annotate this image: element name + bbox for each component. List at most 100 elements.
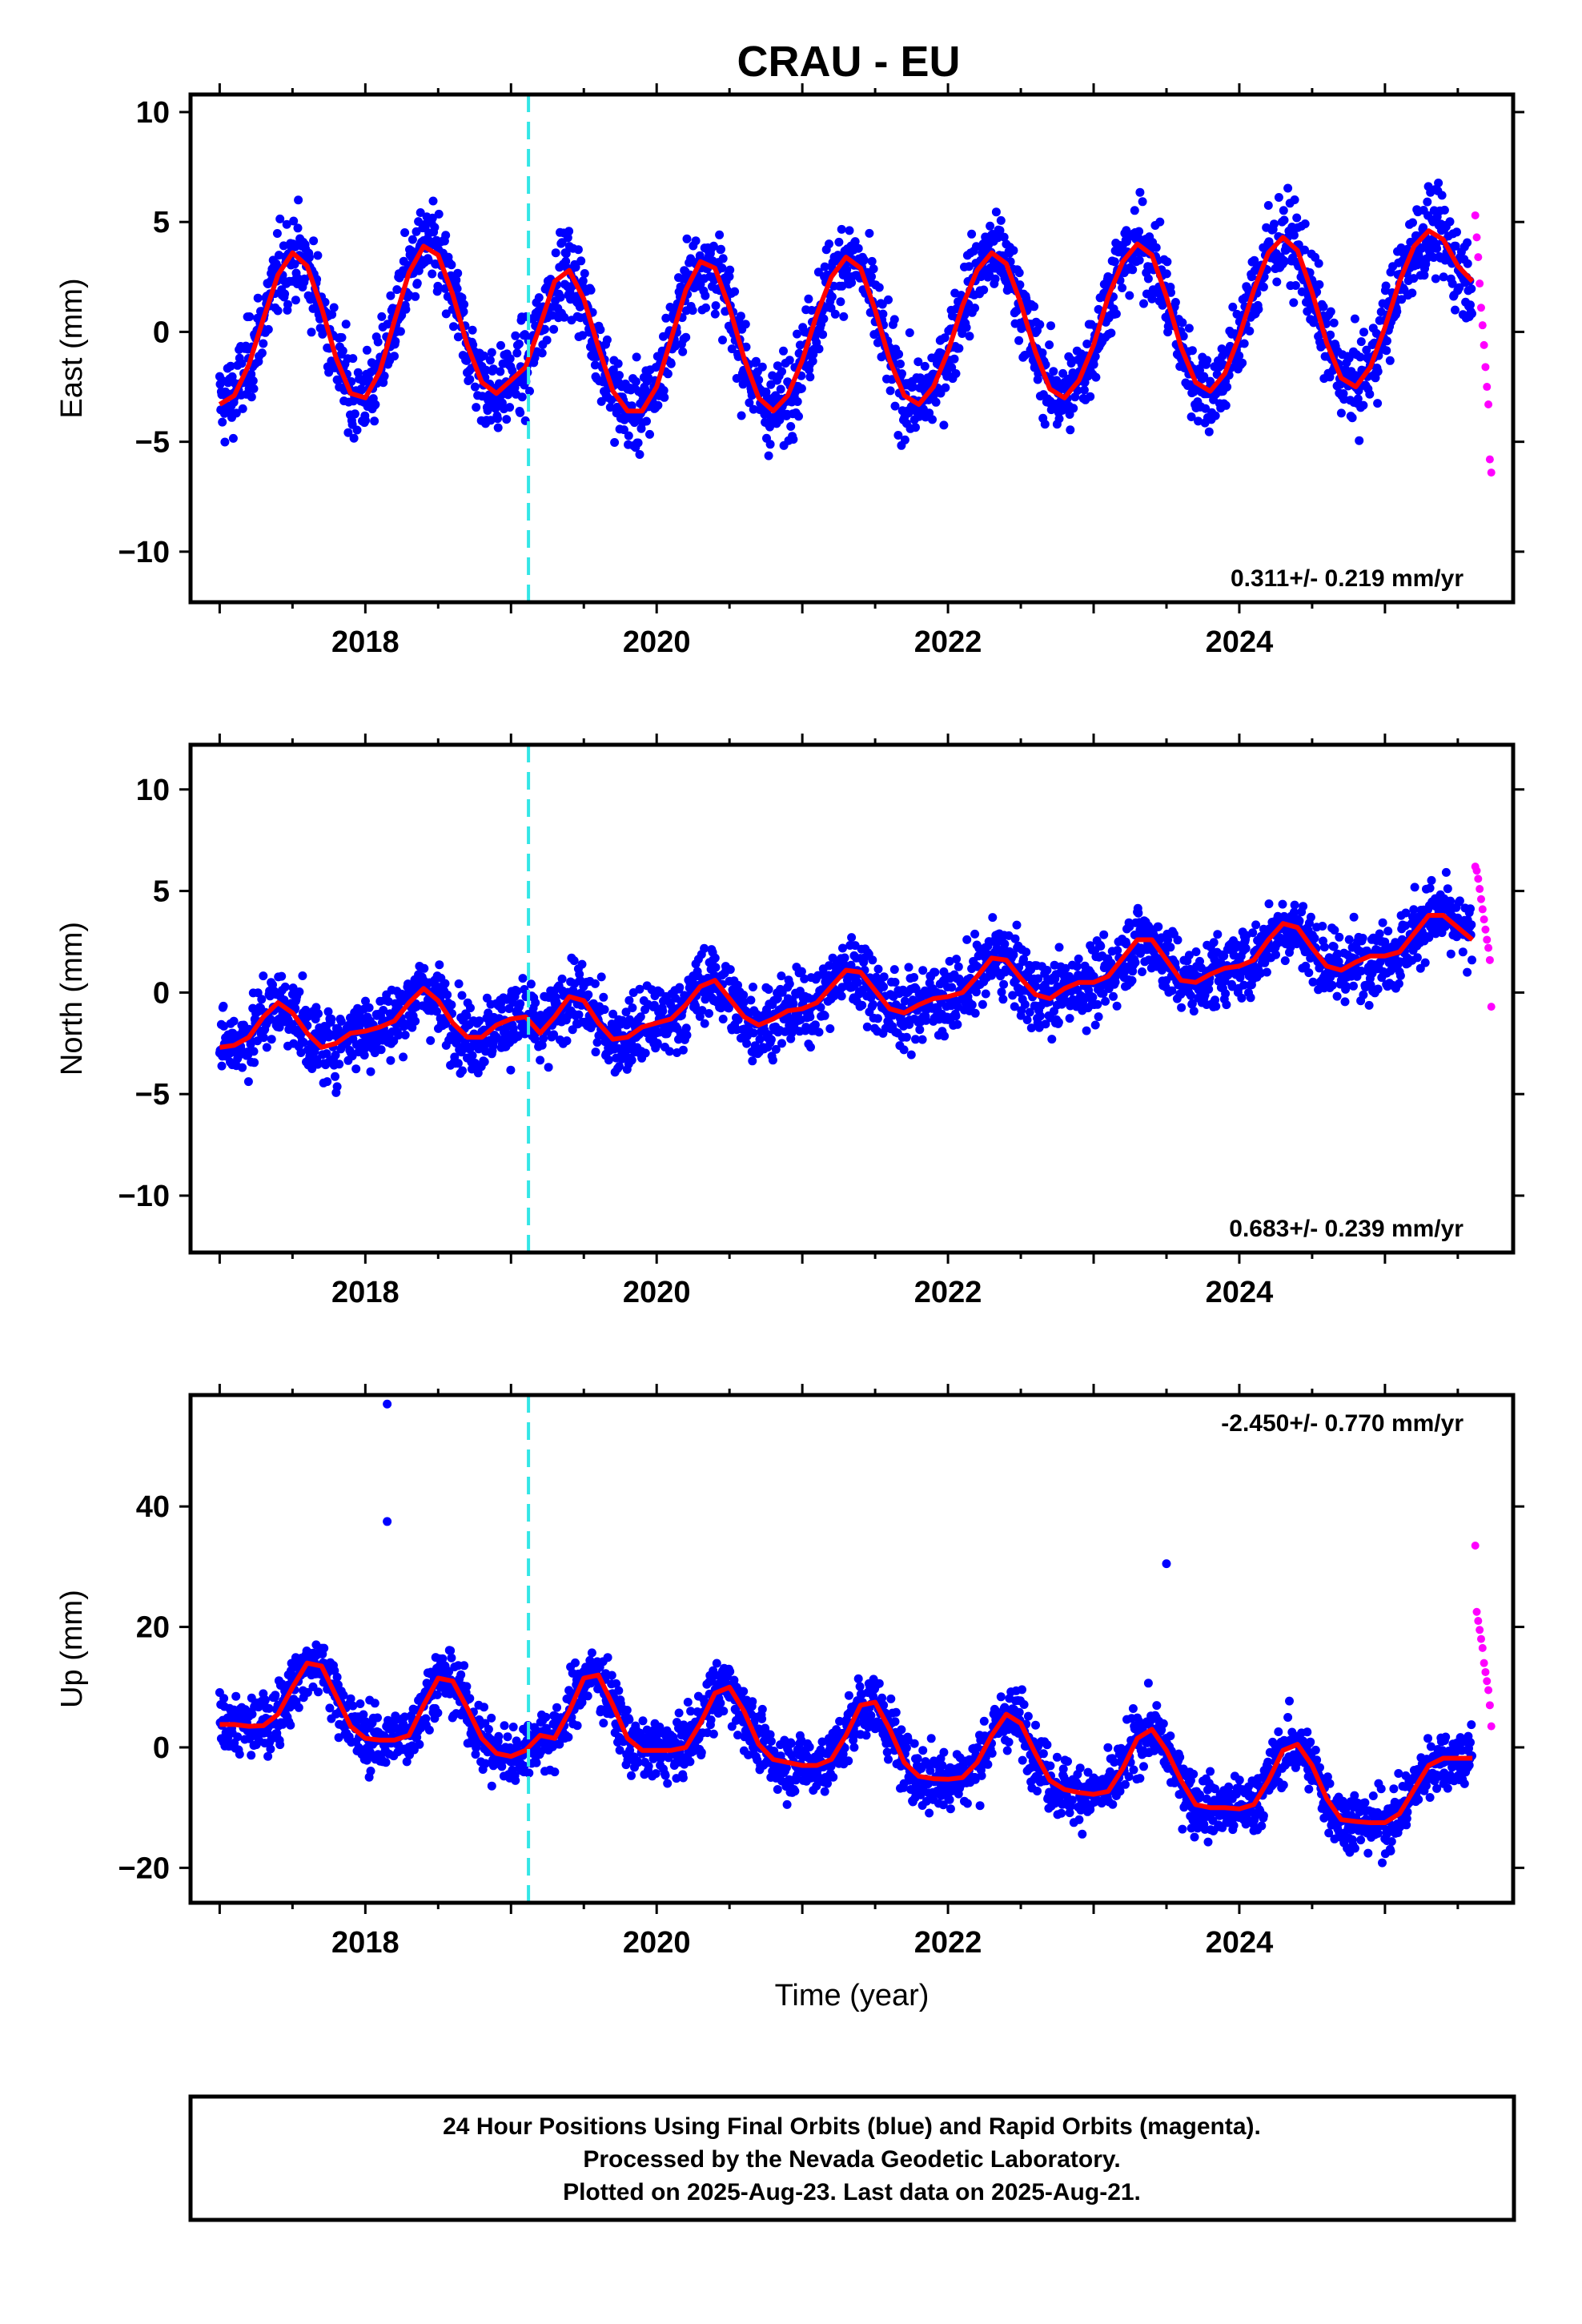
x-tick-label: 2024 <box>1206 1276 1274 1309</box>
final-orbit-point <box>1290 195 1299 204</box>
final-orbit-point <box>953 1019 962 1029</box>
final-orbit-point <box>1274 193 1283 202</box>
final-orbit-point <box>642 416 651 426</box>
final-orbit-point <box>1447 279 1457 288</box>
final-orbit-point <box>718 336 727 345</box>
final-orbit-points <box>215 1399 1476 1868</box>
final-orbit-point <box>1079 385 1089 395</box>
final-orbit-point <box>836 297 845 307</box>
final-orbit-point <box>1122 939 1131 949</box>
final-orbit-point <box>253 988 263 998</box>
final-orbit-point <box>280 289 290 299</box>
final-orbit-point <box>1365 389 1375 399</box>
final-orbit-point <box>426 1035 436 1045</box>
final-orbit-point <box>681 1023 691 1033</box>
final-orbit-point <box>900 996 909 1006</box>
final-orbit-point <box>793 397 802 406</box>
final-orbit-point <box>725 271 734 281</box>
final-orbit-point <box>827 292 837 302</box>
final-orbit-point <box>488 364 498 374</box>
final-orbit-point <box>327 310 337 320</box>
final-orbit-point <box>349 433 359 443</box>
final-orbit-point <box>911 1035 920 1044</box>
final-orbit-point <box>590 979 600 988</box>
final-orbit-point <box>294 195 303 205</box>
final-orbit-point <box>218 417 227 427</box>
final-orbit-point <box>1061 963 1070 973</box>
final-orbit-point <box>1306 912 1315 922</box>
final-orbit-point <box>1467 920 1476 930</box>
final-orbit-point <box>878 309 888 319</box>
final-orbit-point <box>1283 183 1293 193</box>
y-tick-label: 10 <box>136 96 170 130</box>
final-orbit-point <box>1197 963 1206 973</box>
final-orbit-point <box>764 451 773 460</box>
final-orbit-point <box>697 1006 707 1015</box>
final-orbit-point <box>259 1033 268 1043</box>
final-orbit-point <box>889 965 899 975</box>
final-orbit-point <box>458 1066 468 1076</box>
final-orbit-point <box>1139 299 1148 308</box>
final-orbit-point <box>810 1020 820 1030</box>
final-orbit-point <box>1291 281 1300 290</box>
final-orbit-point <box>434 209 444 219</box>
final-orbit-point <box>1041 1019 1050 1029</box>
final-orbit-point <box>1373 984 1383 994</box>
final-orbit-point <box>1332 991 1342 1001</box>
final-orbit-point <box>839 312 849 321</box>
final-orbit-point <box>1010 934 1020 943</box>
final-orbit-point <box>1289 298 1299 308</box>
final-orbit-point <box>853 243 863 253</box>
y-tick-label: 0 <box>153 976 170 1010</box>
final-orbit-point <box>599 992 608 1002</box>
final-orbit-point <box>584 990 593 999</box>
final-orbit-point <box>430 223 440 232</box>
final-orbit-point <box>635 984 644 994</box>
final-orbit-point <box>659 386 669 396</box>
final-orbit-point <box>1358 934 1367 943</box>
y-tick-label: 5 <box>153 206 170 239</box>
rapid-orbit-point <box>1478 905 1487 914</box>
final-orbit-point <box>1026 1023 1036 1033</box>
rapid-orbit-point <box>1485 455 1494 464</box>
final-orbit-point <box>295 987 304 996</box>
final-orbit-point <box>794 412 803 421</box>
final-orbit-point <box>717 244 725 254</box>
final-orbit-point <box>280 982 290 991</box>
final-orbit-point <box>869 999 877 1009</box>
final-orbit-point <box>925 408 934 418</box>
final-orbit-point <box>596 325 605 335</box>
final-orbit-point <box>459 307 468 316</box>
final-orbit-point <box>357 385 367 395</box>
final-orbit-point <box>718 1015 728 1023</box>
rapid-orbit-point <box>1474 253 1483 262</box>
final-orbit-point <box>645 429 654 439</box>
final-orbit-point <box>231 1691 241 1701</box>
rapid-orbit-point <box>1484 943 1493 952</box>
final-orbit-point <box>768 1055 777 1065</box>
final-orbit-point <box>493 423 503 432</box>
final-orbit-point <box>262 1043 271 1052</box>
final-orbit-point <box>266 1015 275 1024</box>
final-orbit-point <box>257 995 267 1004</box>
final-orbit-point <box>857 1000 867 1010</box>
final-orbit-point <box>453 1059 463 1068</box>
final-orbit-point <box>1130 206 1139 215</box>
final-orbit-point <box>564 227 574 236</box>
final-orbit-point <box>917 1035 927 1044</box>
final-orbit-point <box>1201 404 1211 413</box>
final-orbit-point <box>1235 351 1244 360</box>
final-orbit-point <box>1167 986 1177 995</box>
final-orbit-point <box>1259 282 1268 292</box>
final-orbit-point <box>322 1049 331 1059</box>
final-orbit-point <box>536 1055 545 1065</box>
final-orbit-point <box>1130 958 1140 967</box>
final-orbit-point <box>578 276 588 286</box>
final-orbit-point <box>879 972 889 982</box>
final-orbit-point <box>338 346 347 356</box>
final-orbit-point <box>386 291 396 300</box>
final-orbit-point <box>705 1009 713 1018</box>
final-orbit-point <box>1009 246 1018 255</box>
final-orbit-point <box>905 328 914 337</box>
final-orbit-point <box>1222 1000 1231 1010</box>
